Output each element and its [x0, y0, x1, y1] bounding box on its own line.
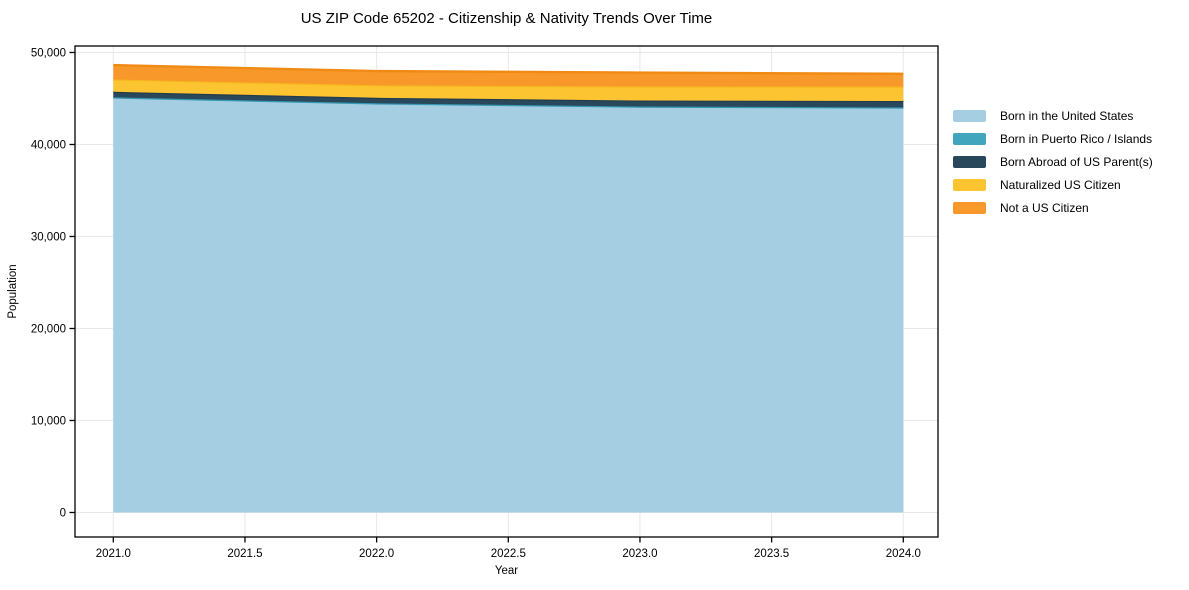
y-tick-label: 50,000 [31, 48, 66, 60]
legend-label: Born Abroad of US Parent(s) [1000, 155, 1153, 169]
y-tick-label: 10,000 [31, 416, 66, 428]
legend-label: Not a US Citizen [1000, 201, 1089, 215]
x-tick-label: 2021.5 [227, 548, 262, 560]
y-tick-label: 40,000 [31, 140, 66, 152]
legend-item: Born in the United States [953, 110, 1153, 122]
x-tick-label: 2023.5 [754, 548, 789, 560]
x-tick-label: 2023.0 [622, 548, 657, 560]
plot-frame [74, 45, 939, 538]
legend-item: Born Abroad of US Parent(s) [953, 156, 1153, 168]
chart-legend: Born in the United States Born in Puerto … [953, 110, 1153, 214]
legend-item: Born in Puerto Rico / Islands [953, 133, 1153, 145]
y-axis-label: Population [7, 264, 19, 318]
x-tick-label: 2022.5 [491, 548, 526, 560]
legend-item: Naturalized US Citizen [953, 179, 1153, 191]
legend-swatch [953, 156, 986, 168]
legend-swatch [953, 179, 986, 191]
area-top-line [113, 63, 904, 75]
legend-label: Naturalized US Citizen [1000, 178, 1121, 192]
y-tick-label: 0 [60, 508, 66, 520]
legend-swatch [953, 202, 986, 214]
x-axis-label: Year [495, 565, 518, 577]
x-tick-label: 2021.0 [96, 548, 131, 560]
chart-title: US ZIP Code 65202 - Citizenship & Nativi… [301, 10, 713, 27]
legend-label: Born in Puerto Rico / Islands [1000, 132, 1153, 146]
legend-swatch [953, 133, 986, 145]
y-tick-label: 20,000 [31, 324, 66, 336]
legend-item: Not a US Citizen [953, 202, 1153, 214]
area-band [113, 97, 904, 513]
y-tick-label: 30,000 [31, 232, 66, 244]
x-tick-label: 2024.0 [886, 548, 921, 560]
legend-label: Born in the United States [1000, 109, 1134, 123]
x-tick-label: 2022.0 [359, 548, 394, 560]
legend-swatch [953, 110, 986, 122]
